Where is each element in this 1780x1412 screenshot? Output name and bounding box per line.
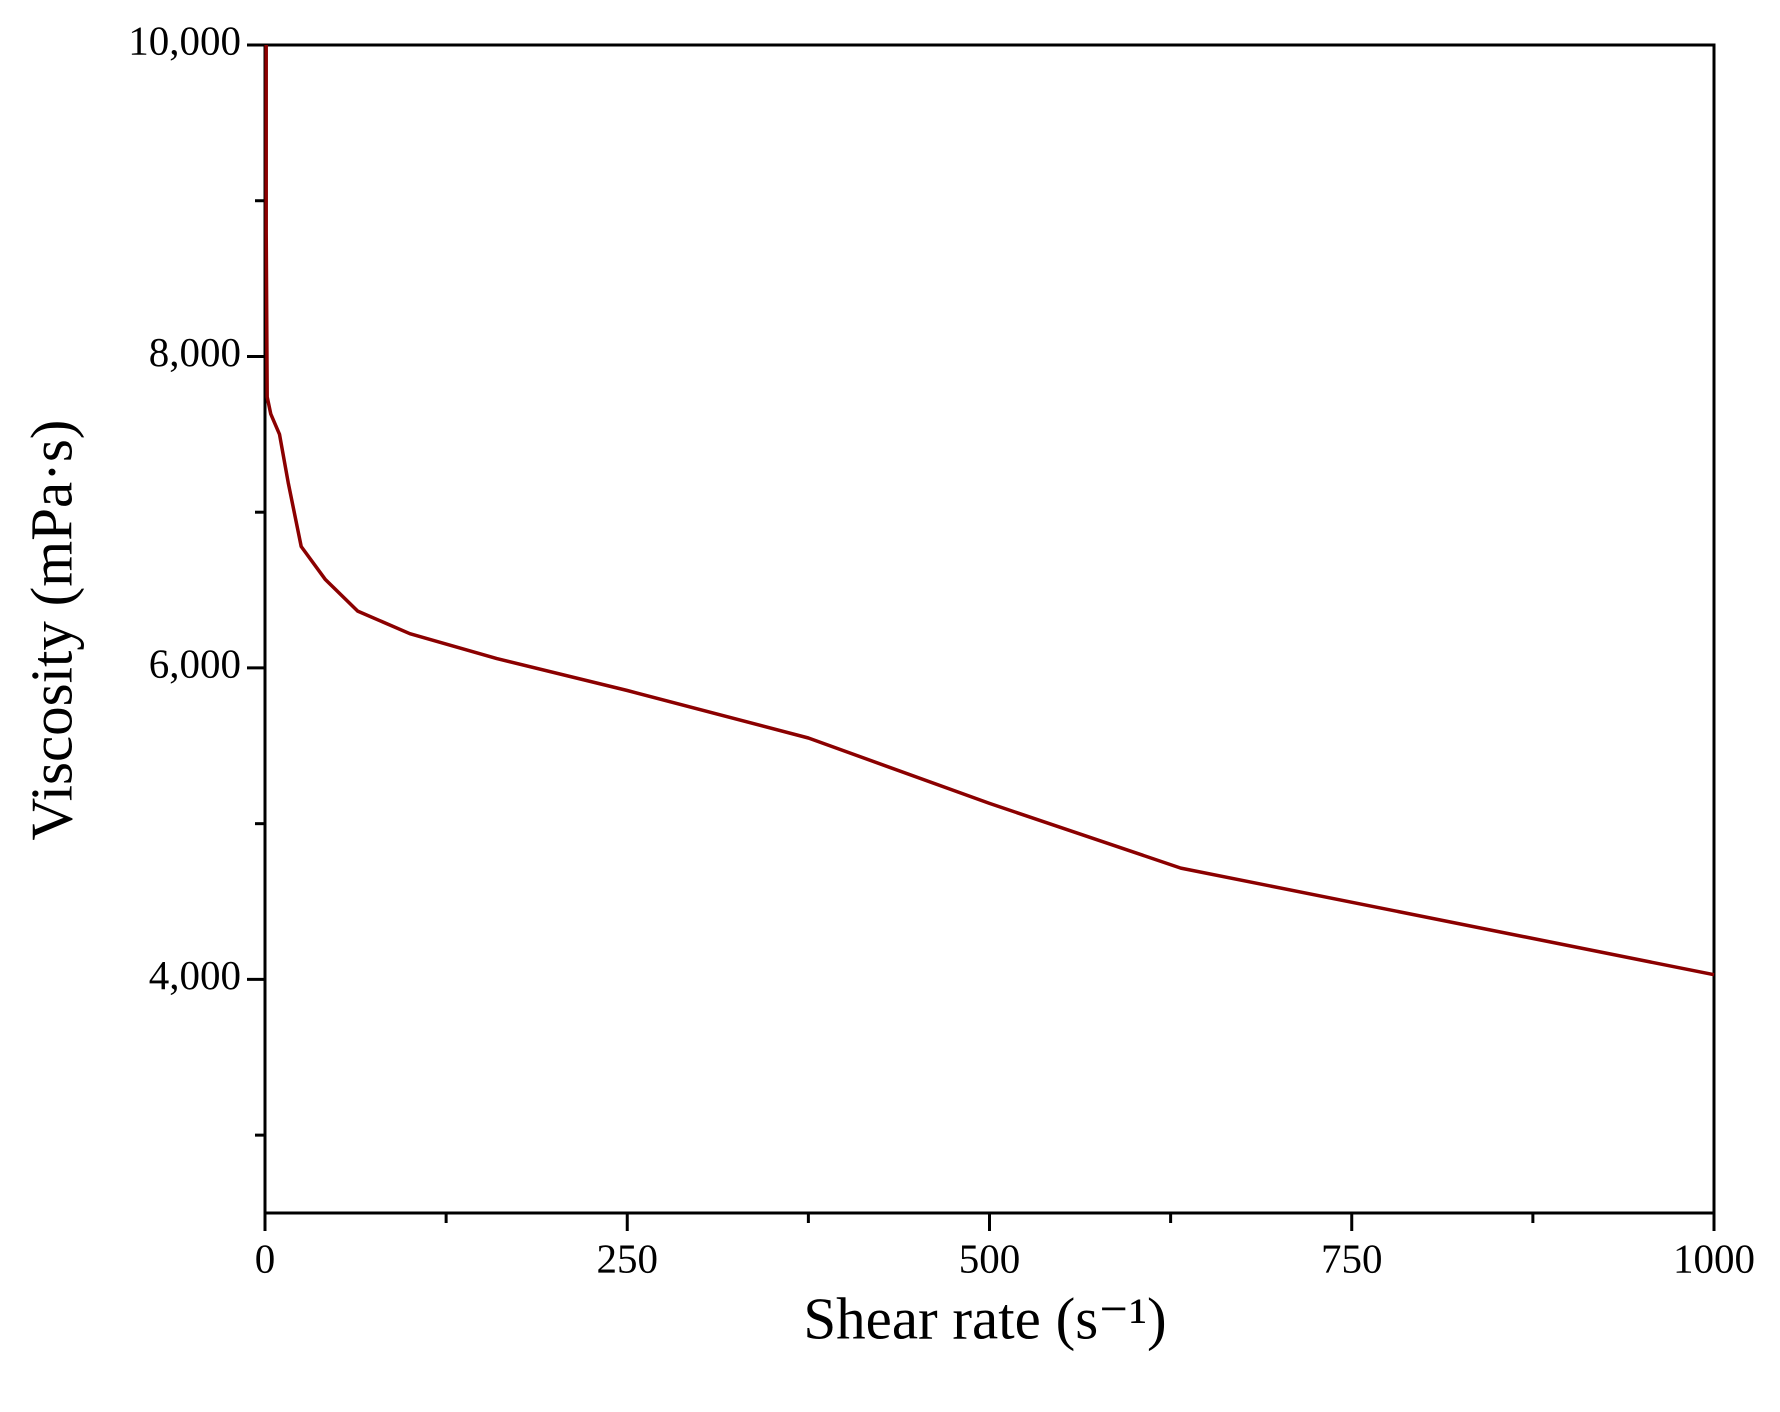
x-tick-label: 0 [255,1235,276,1281]
x-tick-label: 250 [597,1235,659,1281]
y-tick-label: 10,000 [128,17,241,63]
y-axis-title: Viscosity (mPa·s) [19,420,85,841]
line-series [264,45,1715,977]
plot-frame [263,43,1716,1215]
y-tick-label: 8,000 [149,329,241,375]
x-tick-label: 750 [1321,1235,1383,1281]
x-tick-label: 500 [959,1235,1021,1281]
x-tick-label: 1000 [1673,1235,1755,1281]
y-tick-label: 4,000 [149,952,241,998]
x-axis-title: Shear rate (s⁻¹) [803,1286,1166,1352]
y-tick-label: 6,000 [149,640,241,686]
